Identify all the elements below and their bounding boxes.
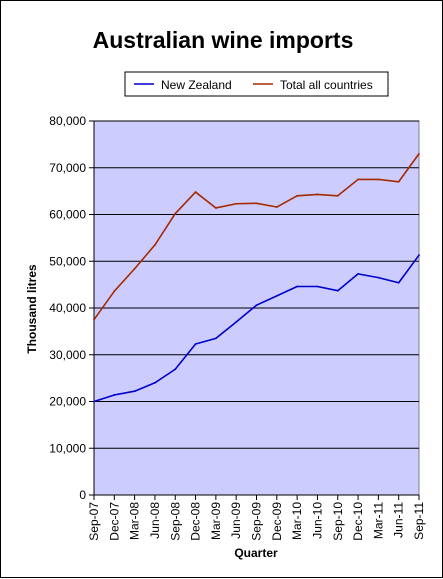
x-tick-label: Jun-10 bbox=[310, 502, 324, 539]
data-point-total-all-countries bbox=[255, 202, 258, 205]
x-tick-label: Mar-11 bbox=[371, 502, 385, 539]
data-point-total-all-countries bbox=[418, 152, 420, 155]
x-axis-title: Quarter bbox=[234, 546, 278, 560]
y-axis: 0 10,000 20,000 30,000 40,000 50,000 60,000 70,… bbox=[49, 114, 95, 502]
data-point-total-all-countries bbox=[377, 178, 380, 181]
legend: New Zealand Total all countries bbox=[124, 71, 389, 97]
data-point-total-all-countries bbox=[235, 202, 238, 205]
data-point-total-all-countries bbox=[133, 267, 136, 270]
data-point-new-zealand bbox=[174, 368, 177, 371]
x-tick-label: Sep-09 bbox=[250, 502, 264, 541]
y-tick-label: 80,000 bbox=[49, 114, 86, 128]
data-point-new-zealand bbox=[194, 343, 197, 345]
data-point-total-all-countries bbox=[113, 290, 116, 293]
data-point-new-zealand bbox=[275, 294, 278, 297]
x-tick-label: Mar-10 bbox=[290, 502, 304, 540]
y-tick-label: 20,000 bbox=[49, 395, 86, 409]
x-tick-label: Dec-08 bbox=[189, 502, 203, 541]
data-point-new-zealand bbox=[93, 400, 95, 403]
data-point-new-zealand bbox=[336, 289, 339, 292]
x-axis: Sep-07 Dec-07 Mar-08 Jun-08 Sep-08 Dec-08 Mar-… bbox=[87, 494, 426, 541]
data-point-new-zealand bbox=[154, 381, 156, 384]
data-point-total-all-countries bbox=[275, 206, 278, 208]
x-tick-label: Dec-09 bbox=[270, 502, 284, 541]
data-point-new-zealand bbox=[418, 254, 420, 257]
data-point-total-all-countries bbox=[214, 207, 217, 209]
data-point-total-all-countries bbox=[397, 180, 400, 183]
x-tick-label: Dec-10 bbox=[351, 502, 365, 541]
data-point-total-all-countries bbox=[93, 318, 95, 321]
data-point-new-zealand bbox=[235, 321, 238, 323]
gridlines bbox=[94, 120, 419, 449]
data-point-total-all-countries bbox=[357, 178, 359, 181]
y-tick-label: 0 bbox=[79, 488, 86, 502]
data-point-total-all-countries bbox=[154, 243, 156, 246]
series-lines bbox=[93, 152, 420, 403]
y-axis-title: Thousand litres bbox=[25, 264, 39, 354]
data-point-new-zealand bbox=[377, 276, 380, 279]
data-point-new-zealand bbox=[296, 285, 299, 288]
data-point-new-zealand bbox=[133, 390, 136, 393]
x-tick-label: Jun-09 bbox=[229, 502, 243, 539]
x-tick-label: Sep-08 bbox=[168, 502, 182, 541]
legend-label-total-all-countries: Total all countries bbox=[280, 78, 373, 92]
legend-label-new-zealand: New Zealand bbox=[161, 78, 232, 92]
data-point-total-all-countries bbox=[194, 191, 197, 193]
y-tick-label: 10,000 bbox=[49, 441, 86, 455]
data-point-new-zealand bbox=[255, 304, 258, 307]
x-tick-label: Sep-11 bbox=[412, 502, 426, 540]
data-point-new-zealand bbox=[316, 285, 319, 288]
y-tick-label: 40,000 bbox=[49, 301, 86, 315]
data-point-new-zealand bbox=[357, 272, 359, 275]
data-point-new-zealand bbox=[113, 394, 116, 396]
y-tick-label: 60,000 bbox=[49, 208, 86, 222]
x-tick-label: Mar-09 bbox=[209, 502, 223, 540]
y-tick-label: 30,000 bbox=[49, 348, 86, 362]
data-point-new-zealand bbox=[397, 281, 400, 284]
data-point-total-all-countries bbox=[174, 212, 177, 215]
data-point-new-zealand bbox=[214, 337, 217, 340]
data-point-total-all-countries bbox=[296, 194, 299, 197]
x-tick-label: Jun-11 bbox=[392, 502, 406, 538]
x-tick-label: Mar-08 bbox=[128, 502, 142, 540]
x-tick-label: Sep-10 bbox=[331, 502, 345, 541]
data-point-total-all-countries bbox=[316, 193, 319, 196]
chart-title: Australian wine imports bbox=[93, 27, 354, 53]
y-tick-label: 70,000 bbox=[49, 161, 86, 175]
y-tick-label: 50,000 bbox=[49, 254, 86, 268]
x-tick-label: Dec-07 bbox=[107, 502, 121, 541]
data-point-total-all-countries bbox=[336, 194, 339, 197]
x-tick-label: Jun-08 bbox=[148, 502, 162, 539]
x-tick-label: Sep-07 bbox=[87, 502, 101, 541]
